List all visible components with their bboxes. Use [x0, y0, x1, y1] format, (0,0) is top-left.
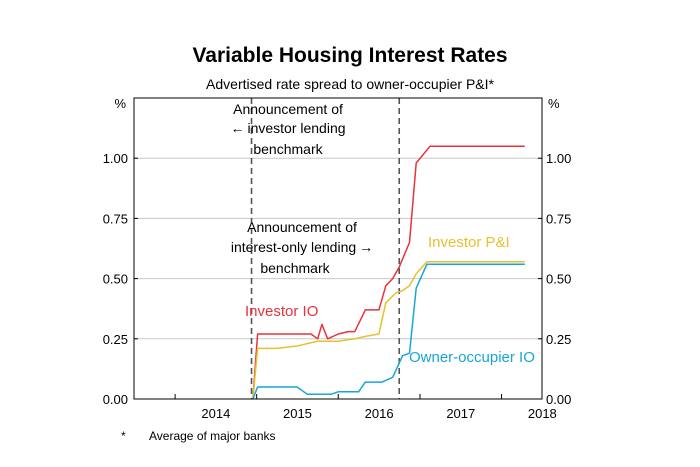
footnote-mark: * [121, 429, 126, 443]
x-tick-label: 2014 [201, 406, 230, 421]
event-label-io-benchmark: Announcement of interest-only lending → b… [231, 219, 373, 276]
event-label-line: benchmark [260, 260, 330, 276]
series-label-owner-io: Owner-occupier IO [409, 349, 535, 366]
arrow-right-icon: → [359, 239, 373, 255]
arrow-left-icon: ← [230, 120, 244, 136]
x-tick-label: 2016 [365, 406, 394, 421]
y-tick-label-left: 0.00 [103, 392, 128, 407]
y-tick-label-right: 1.00 [546, 151, 571, 166]
y-tick-label-left: 0.25 [103, 332, 128, 347]
chart-subtitle: Advertised rate spread to owner-occupier… [206, 76, 494, 92]
event-label-investor-benchmark: Announcement of ← investor lending benchm… [230, 101, 345, 157]
x-tick-label: 2015 [283, 406, 312, 421]
event-label-text: investor lending [247, 120, 345, 136]
event-label-line: Announcement of [247, 219, 357, 235]
chart-title: Variable Housing Interest Rates [192, 44, 508, 67]
series-line-owner-occupier-io [252, 263, 525, 400]
x-tick-label: 2017 [446, 406, 475, 421]
gridlines [134, 157, 542, 340]
x-axis: 2014 2015 2016 2017 2018 [174, 394, 557, 421]
event-label-text: interest-only lending [231, 239, 356, 255]
event-label-line: interest-only lending → [231, 239, 373, 255]
event-label-line: Announcement of [233, 101, 343, 117]
y-tick-label-left: 0.50 [103, 272, 128, 287]
footnote-text: Average of major banks [149, 429, 276, 443]
series-label-investor-io: Investor IO [245, 303, 318, 320]
event-label-line: benchmark [253, 141, 323, 157]
x-tick-label: 2018 [528, 406, 557, 421]
y-tick-label-right: 0.00 [546, 392, 571, 407]
y-tick-label-right: 0.75 [546, 211, 571, 226]
series-line-investor-p-i [252, 260, 525, 400]
y-tick-label-right: 0.25 [546, 332, 571, 347]
y-unit-left: % [114, 96, 126, 111]
y-unit-right: % [548, 96, 560, 111]
event-lines [250, 98, 401, 399]
event-label-line: ← investor lending [230, 120, 345, 136]
series-label-investor-pi: Investor P&I [428, 234, 510, 251]
y-axis: 0.00 0.00 0.25 0.25 0.50 0.50 0.75 0.75 1.00 1.00 [103, 151, 572, 407]
series-line-investor-io [252, 145, 525, 400]
y-tick-label-left: 1.00 [103, 151, 128, 166]
y-tick-label-left: 0.75 [103, 211, 128, 226]
series-lines [252, 145, 525, 400]
y-tick-label-right: 0.50 [546, 272, 571, 287]
footnote: * Average of major banks [121, 429, 276, 443]
